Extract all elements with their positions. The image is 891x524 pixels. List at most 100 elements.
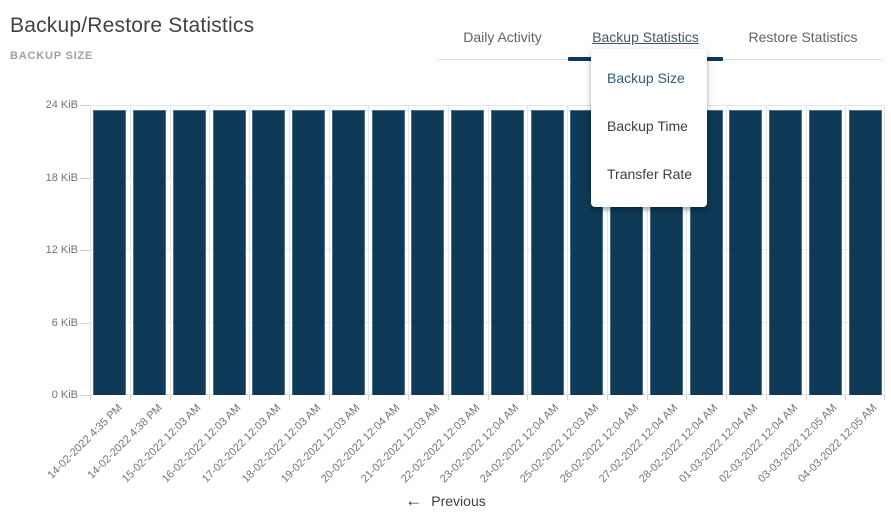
bar-14-02-2022 4:38 PM[interactable] bbox=[133, 110, 166, 395]
y-tick-mark bbox=[80, 250, 90, 251]
x-tick-label: 28-02-2022 12:04 AM bbox=[637, 402, 721, 486]
bar-16-02-2022 12:03 AM[interactable] bbox=[213, 110, 246, 395]
x-tick-mark bbox=[527, 395, 528, 400]
gridline-vertical bbox=[488, 105, 489, 395]
chart-title: BACKUP SIZE bbox=[10, 50, 94, 62]
bar-20-02-2022 12:04 AM[interactable] bbox=[372, 110, 405, 395]
gridline-horizontal bbox=[90, 321, 885, 323]
x-tick-mark bbox=[368, 395, 369, 400]
bar-21-02-2022 12:03 AM[interactable] bbox=[411, 110, 444, 395]
tab-label: Restore Statistics bbox=[748, 28, 858, 45]
y-tick-label: 0 KiB bbox=[51, 389, 78, 401]
x-tick-label: 14-02-2022 4:38 PM bbox=[85, 402, 165, 482]
tab-label: Daily Activity bbox=[463, 28, 542, 45]
y-tick-mark bbox=[80, 395, 90, 396]
x-tick-mark bbox=[130, 395, 131, 400]
tab-label: Backup Statistics bbox=[592, 28, 699, 45]
pagination: ← Previous bbox=[0, 489, 891, 512]
previous-label: Previous bbox=[431, 492, 486, 509]
page-title: Backup/Restore Statistics bbox=[10, 14, 255, 37]
x-tick-mark bbox=[329, 395, 330, 400]
gridline-vertical bbox=[527, 105, 528, 395]
x-tick-mark bbox=[766, 395, 767, 400]
bar-01-03-2022 12:04 AM[interactable] bbox=[729, 110, 762, 395]
menu-item-backup-size[interactable]: Backup Size bbox=[607, 70, 685, 86]
y-tick-label: 12 KiB bbox=[45, 244, 78, 256]
bar-24-02-2022 12:04 AM[interactable] bbox=[531, 110, 564, 395]
y-tick-mark bbox=[80, 177, 90, 179]
gridline-vertical bbox=[607, 105, 608, 395]
x-tick-label: 03-03-2022 12:05 AM bbox=[756, 402, 840, 486]
bar-04-03-2022 12:05 AM[interactable] bbox=[849, 110, 882, 395]
backup-size-bar-chart: 0 KiB 6 KiB 12 KiB 18 KiB 24 KiB 14-02-2022 … bbox=[0, 99, 885, 485]
gridline-vertical bbox=[90, 105, 91, 395]
bar-03-03-2022 12:05 AM[interactable] bbox=[809, 110, 842, 395]
gridline-vertical bbox=[647, 105, 648, 395]
gridline-vertical bbox=[806, 105, 807, 395]
x-axis-labels: 14-02-2022 4:35 PM 14-02-2022 4:38 PM 15-0… bbox=[45, 402, 885, 486]
gridline-vertical bbox=[368, 105, 369, 395]
menu-item-backup-time[interactable]: Backup Time bbox=[607, 118, 688, 134]
x-tick-mark bbox=[567, 395, 568, 400]
gridline-vertical bbox=[329, 105, 330, 395]
tab-restore-statistics[interactable]: Restore Statistics bbox=[723, 14, 883, 59]
gridline-vertical bbox=[567, 105, 568, 395]
x-tick-label: 16-02-2022 12:03 AM bbox=[160, 402, 244, 486]
x-tick-label: 24-02-2022 12:04 AM bbox=[478, 402, 562, 486]
x-tick-mark bbox=[884, 395, 885, 400]
bar-22-02-2022 12:03 AM[interactable] bbox=[451, 110, 484, 395]
bar-23-02-2022 12:04 AM[interactable] bbox=[491, 110, 524, 395]
menu-item-transfer-rate[interactable]: Transfer Rate bbox=[607, 166, 693, 182]
y-tick-mark bbox=[80, 105, 90, 106]
tab-daily-activity[interactable]: Daily Activity bbox=[437, 14, 568, 59]
x-tick-mark bbox=[607, 395, 608, 400]
x-tick-label: 23-02-2022 12:04 AM bbox=[438, 402, 522, 486]
gridline-horizontal bbox=[90, 176, 885, 178]
gridline-vertical bbox=[845, 105, 846, 395]
x-tick-label: 17-02-2022 12:03 AM bbox=[200, 402, 284, 486]
gridline-vertical bbox=[249, 105, 250, 395]
x-tick-label: 14-02-2022 4:35 PM bbox=[45, 402, 125, 482]
bar-19-02-2022 12:03 AM[interactable] bbox=[332, 110, 365, 395]
x-tick-mark bbox=[686, 395, 687, 400]
x-tick-label: 01-03-2022 12:04 AM bbox=[677, 402, 761, 486]
y-tick-label: 18 KiB bbox=[45, 171, 78, 184]
gridline-vertical bbox=[884, 105, 885, 395]
gridline-vertical bbox=[209, 105, 210, 395]
y-axis-labels: 0 KiB 6 KiB 12 KiB 18 KiB 24 KiB bbox=[0, 99, 78, 401]
gridline-vertical bbox=[686, 105, 687, 395]
x-tick-mark bbox=[448, 395, 449, 400]
x-tick-label: 27-02-2022 12:04 AM bbox=[597, 402, 681, 486]
bar-18-02-2022 12:03 AM[interactable] bbox=[292, 110, 325, 395]
x-tick-mark bbox=[647, 395, 648, 400]
bar-15-02-2022 12:03 AM[interactable] bbox=[173, 110, 206, 395]
gridline-vertical bbox=[726, 105, 727, 395]
gridline-vertical bbox=[408, 105, 409, 395]
gridline-vertical bbox=[448, 105, 449, 395]
x-tick-label: 15-02-2022 12:03 AM bbox=[120, 402, 204, 486]
x-tick-mark bbox=[209, 395, 210, 400]
x-tick-label: 21-02-2022 12:03 AM bbox=[359, 402, 443, 486]
gridline-vertical bbox=[130, 105, 131, 395]
bar-02-03-2022 12:04 AM[interactable] bbox=[769, 110, 802, 395]
gridline-horizontal bbox=[90, 249, 885, 250]
gridline-vertical bbox=[766, 105, 767, 395]
x-tick-label: 20-02-2022 12:04 AM bbox=[319, 402, 403, 486]
chart-plot-area bbox=[80, 105, 885, 400]
previous-button[interactable]: ← Previous bbox=[399, 489, 491, 512]
bar-14-02-2022 4:35 PM[interactable] bbox=[93, 110, 126, 395]
gridline-horizontal bbox=[90, 394, 885, 395]
x-tick-mark bbox=[90, 395, 91, 400]
y-tick-label: 24 KiB bbox=[45, 99, 78, 111]
x-tick-label: 04-03-2022 12:05 AM bbox=[796, 402, 880, 486]
backup-statistics-dropdown-menu: Backup Size Backup Time Transfer Rate bbox=[591, 49, 707, 207]
x-tick-mark bbox=[249, 395, 250, 400]
bar-17-02-2022 12:03 AM[interactable] bbox=[252, 110, 285, 395]
gridline-horizontal bbox=[90, 105, 885, 106]
x-tick-mark bbox=[488, 395, 489, 400]
x-tick-label: 19-02-2022 12:03 AM bbox=[279, 402, 363, 486]
x-tick-mark bbox=[289, 395, 290, 400]
x-tick-mark bbox=[845, 395, 846, 400]
x-tick-label: 25-02-2022 12:03 AM bbox=[518, 402, 602, 486]
